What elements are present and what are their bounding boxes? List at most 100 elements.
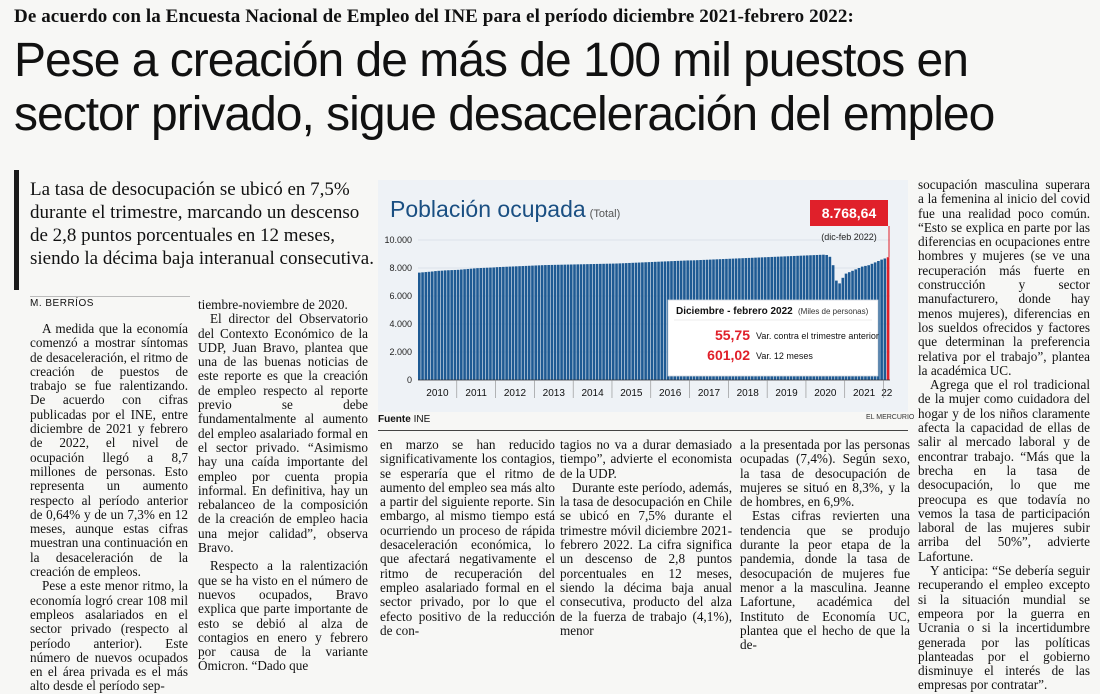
column-3: en marzo se han reducido significativame… (380, 437, 555, 638)
chart-source: Fuente INE (378, 414, 430, 425)
source-name: INE (413, 414, 431, 425)
column-4: tagios no va a durar demasiado tiempo”, … (560, 437, 732, 638)
bar (518, 266, 521, 380)
bar (463, 269, 466, 380)
bar (599, 263, 602, 380)
kicker: De acuerdo con la Encuesta Nacional de E… (14, 6, 854, 27)
bar (880, 259, 883, 380)
bar (505, 266, 508, 380)
bar (657, 261, 660, 380)
bar (527, 265, 531, 380)
bar (553, 264, 557, 380)
paragraph: Respecto a la ralentización que se ha vi… (198, 558, 368, 674)
headline-line-1: Pese a creación de más de 100 mil puesto… (14, 34, 969, 87)
chart-title-text: Población ocupada (390, 196, 586, 222)
x-tick-label: 2014 (581, 388, 604, 399)
bar (485, 267, 489, 380)
bar (537, 265, 541, 380)
bar (540, 265, 544, 380)
bar (492, 267, 495, 380)
bar (650, 261, 654, 380)
paragraph: Durante este período, además, la tasa de… (560, 479, 732, 638)
bar (560, 264, 563, 380)
bar (631, 262, 635, 380)
bar (605, 263, 609, 380)
bar (611, 263, 615, 380)
paragraph: tiembre-noviembre de 2020. (198, 297, 348, 312)
chart-title: Población ocupada (Total) (390, 196, 620, 223)
column-2: tiembre-noviembre de 2020. El director d… (198, 297, 368, 674)
bar (566, 264, 570, 380)
bar (608, 263, 612, 380)
bar (663, 261, 667, 380)
x-tick-label: 2017 (698, 388, 721, 399)
bar (502, 266, 505, 380)
x-tick-label: 2016 (659, 388, 682, 399)
bar (573, 264, 576, 380)
bar (427, 271, 431, 380)
bar (476, 268, 479, 380)
bar (579, 264, 583, 380)
bar (618, 263, 622, 380)
bar (466, 268, 470, 380)
highlight-value-box (810, 200, 888, 226)
headline: Pese a creación de más de 100 mil puesto… (14, 34, 1094, 142)
chart-svg: 0 2.000 4.000 6.000 8.000 10.000 2010 2011 2012 2… (378, 180, 908, 412)
y-tick-label: 8.000 (389, 263, 412, 273)
bar (660, 261, 664, 380)
x-tick-label: 2021 (853, 388, 876, 399)
bar (514, 266, 518, 380)
byline-rule (30, 296, 190, 297)
bar (524, 265, 528, 380)
bar (654, 261, 657, 380)
bar (557, 264, 560, 380)
highlight-value: 8.768,64 (822, 205, 877, 221)
bar (456, 269, 460, 380)
x-tick-label: 2013 (543, 388, 566, 399)
deck: La tasa de desocupación se ubicó en 7,5%… (30, 179, 374, 269)
bar (602, 263, 605, 380)
column-1: A medida que la economía comenzó a mostr… (30, 321, 188, 694)
bar (508, 266, 512, 380)
paragraph: El director del Observatorio del Context… (198, 311, 368, 556)
source-label: Fuente (378, 414, 411, 425)
bar (644, 262, 647, 380)
bar (563, 264, 567, 380)
info-panel-value: 55,75 (715, 327, 750, 343)
info-panel-label: Var. 12 meses (756, 351, 813, 361)
headline-line-2: sector privado, sigue desaceleración del… (14, 88, 995, 141)
y-tick-label: 0 (407, 375, 412, 385)
paragraph: Y anticipa: “Se debería seguir recuperan… (918, 563, 1090, 693)
bar (592, 264, 596, 380)
bar (534, 265, 538, 380)
bar (479, 268, 483, 380)
y-tick-label: 4.000 (389, 319, 412, 329)
x-tick-label: 2011 (465, 388, 487, 399)
x-tick-label: 2010 (426, 388, 449, 399)
bar (424, 272, 428, 380)
x-tick-label: 2018 (737, 388, 760, 399)
bar (453, 269, 457, 380)
x-tick-label: 2019 (775, 388, 798, 399)
bar (498, 267, 502, 380)
bar (434, 271, 437, 380)
paragraph: en marzo se han reducido significativame… (380, 437, 555, 638)
paragraph: Estas cifras revierten una tendencia que… (740, 508, 910, 653)
bar (430, 271, 434, 380)
bar (437, 270, 441, 380)
paragraph: a la presentada por las personas ocupada… (740, 437, 910, 510)
bar (443, 270, 447, 380)
bar (647, 262, 651, 380)
column-6: socupación masculina superara a la femen… (918, 177, 1090, 693)
bar (440, 270, 444, 380)
bar (450, 270, 453, 380)
y-tick-label: 10.000 (384, 235, 412, 245)
bar (641, 262, 644, 380)
info-panel-value: 601,02 (707, 347, 750, 363)
bar (547, 264, 550, 380)
bar (582, 264, 586, 380)
paragraph: A medida que la economía comenzó a mostr… (30, 321, 188, 580)
bar (615, 263, 618, 380)
bar (883, 258, 887, 380)
bar (447, 270, 450, 380)
